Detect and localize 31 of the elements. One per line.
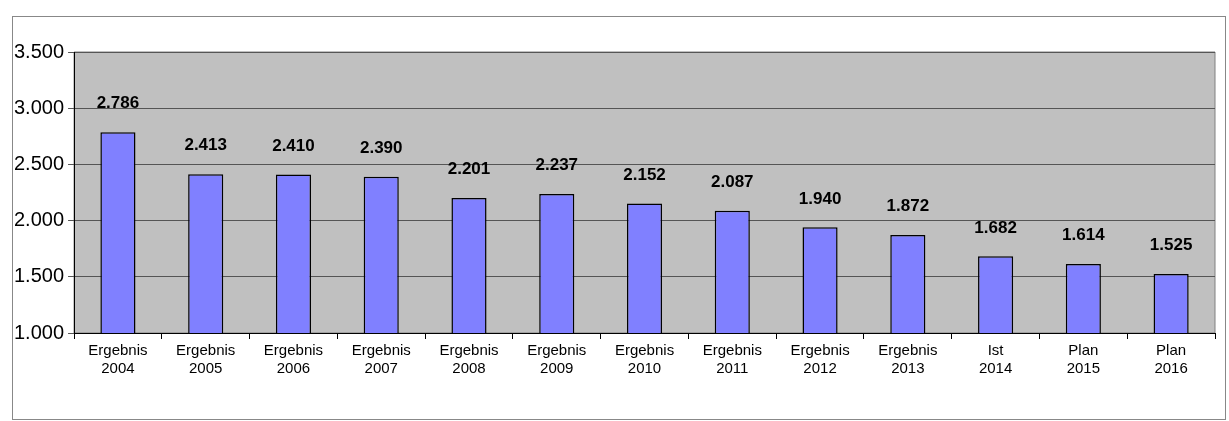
y-tick-label: 3.500 (13, 39, 65, 62)
data-label: 1.682 (974, 217, 1017, 237)
data-label: 2.152 (623, 164, 666, 184)
y-tick-label: 1.000 (13, 320, 65, 343)
data-label: 2.201 (447, 159, 491, 179)
data-label: 2.410 (272, 135, 315, 155)
data-label: 1.872 (886, 196, 930, 216)
data-label: 1.614 (1062, 225, 1106, 245)
x-tick-label: Ergebnis 2013 (878, 341, 938, 377)
x-tick-label: Ist 2014 (978, 341, 1013, 377)
x-tick-label: Ergebnis 2009 (527, 341, 587, 377)
y-tick-label: 1.500 (13, 264, 65, 287)
y-tick-label: 2.500 (13, 151, 65, 174)
x-tick-label: Ergebnis 2010 (614, 341, 675, 377)
data-label: 2.413 (184, 135, 227, 155)
data-label: 2.390 (359, 137, 403, 157)
x-tick-label: Ergebnis 2006 (263, 341, 324, 377)
x-tick-label: Ergebnis 2008 (439, 341, 499, 377)
data-label: 1.940 (798, 188, 842, 208)
data-label: 2.786 (96, 93, 140, 113)
x-tick-label: Ergebnis 2005 (176, 341, 236, 377)
data-label: 2.087 (711, 172, 754, 192)
data-label: 1.525 (1149, 235, 1193, 255)
x-tick-label: Plan 2016 (1154, 341, 1188, 377)
x-tick-label: Ergebnis 2012 (790, 341, 850, 377)
x-tick-label: Plan 2015 (1066, 341, 1101, 377)
x-tick-label: Ergebnis 2011 (702, 341, 762, 377)
x-tick-label: Ergebnis 2004 (88, 341, 148, 377)
y-tick-label: 3.000 (13, 95, 65, 118)
y-tick-label: 2.000 (13, 208, 65, 231)
x-tick-label: Ergebnis 2007 (351, 341, 411, 377)
